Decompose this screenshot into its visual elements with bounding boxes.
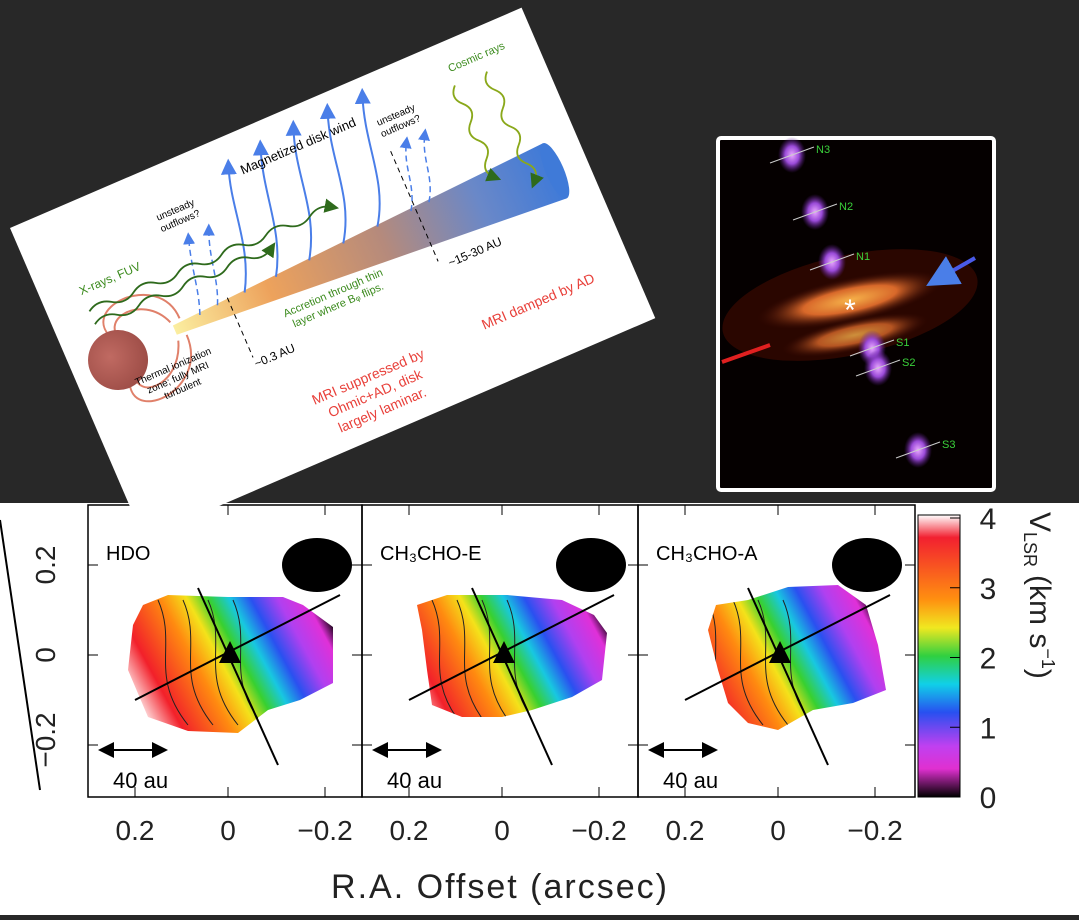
colorbar-tick-label: 1	[980, 712, 997, 745]
star-marker: *	[844, 294, 856, 327]
knot-label: N3	[816, 144, 830, 156]
label-part: (km s	[1023, 575, 1056, 648]
scale-label: 40 au	[387, 768, 442, 793]
x-tick-label: 0	[494, 815, 510, 846]
knot-label: S2	[902, 357, 915, 369]
colorbar-tick-label: 4	[980, 503, 997, 536]
colorbar-tick-label: 3	[980, 573, 997, 606]
y-tick-label: 0.2	[30, 546, 61, 585]
jet-image: N3 N2 N1 S1 S2 S3 *	[712, 137, 994, 490]
beam	[282, 538, 352, 592]
knot-label: N2	[839, 201, 853, 213]
label-part: V	[1023, 512, 1056, 532]
label-part: −1	[1038, 648, 1058, 669]
knot-label: N1	[856, 251, 870, 263]
x-tick-label: 0	[770, 815, 786, 846]
x-tick-label: −0.2	[297, 815, 352, 846]
x-tick-label: 0.2	[666, 815, 705, 846]
x-tick-label: 0.2	[390, 815, 429, 846]
colorbar	[918, 515, 960, 797]
scale-label: 40 au	[663, 768, 718, 793]
beam	[832, 538, 902, 592]
scale-label: 40 au	[113, 768, 168, 793]
y-tick-label: −0.2	[30, 712, 61, 767]
colorbar-tick-label: 2	[980, 643, 997, 676]
y-tick-label: 0	[30, 647, 61, 663]
x-tick-label: −0.2	[571, 815, 626, 846]
x-axis-title: R.A. Offset (arcsec)	[331, 868, 669, 906]
label-part: LSR	[1020, 532, 1040, 567]
colorbar-tick-label: 0	[980, 782, 997, 815]
panel-label: CH₃CHO-A	[656, 543, 758, 565]
beam	[556, 538, 626, 592]
x-tick-label: −0.2	[847, 815, 902, 846]
x-tick-label: 0.2	[116, 815, 155, 846]
label-part: )	[1023, 669, 1056, 679]
knot-label: S3	[942, 439, 955, 451]
panel-label: HDO	[106, 543, 150, 565]
knot-label: S1	[896, 337, 909, 349]
panel-label: CH₃CHO-E	[380, 543, 481, 565]
disk-diagram: Magnetized disk wind unsteady outflows? …	[10, 8, 655, 539]
collage: HDO 40 au 0.2 0 −0.2 CH₃CHO-E 40 au 0.2 0 −0.2 CH₃…	[0, 0, 1079, 915]
x-tick-label: 0	[220, 815, 236, 846]
